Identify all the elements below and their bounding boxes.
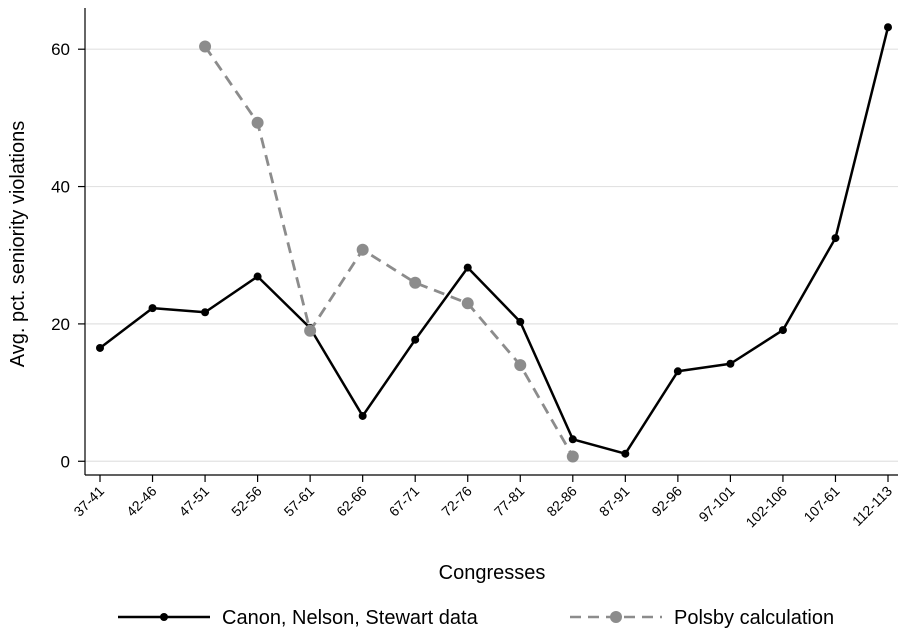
data-point-series-2: [461, 297, 474, 310]
x-tick-label: 97-101: [695, 483, 737, 525]
data-point-series-1: [621, 449, 630, 458]
x-tick-label: 72-76: [438, 483, 475, 520]
axes: [84, 8, 898, 476]
y-ticks: 0 20 40 60: [51, 40, 85, 471]
x-ticks: 37-41 42-46 47-51 52-56 57-61 62-66 67-71 72-76…: [70, 475, 895, 530]
data-point-series-1: [411, 335, 420, 344]
data-point-series-2: [304, 324, 317, 337]
data-point-series-2: [356, 243, 369, 256]
data-point-series-2: [514, 359, 527, 372]
data-point-series-1: [673, 367, 682, 376]
legend-item-series-1: Canon, Nelson, Stewart data: [118, 607, 479, 629]
data-point-series-2: [566, 450, 579, 463]
data-point-series-1: [778, 326, 787, 335]
x-tick-label: 107-61: [800, 483, 842, 525]
series-line-1: [99, 26, 890, 455]
x-tick-label: 42-46: [123, 483, 160, 520]
data-point-series-1: [726, 359, 735, 368]
data-point-series-2: [409, 276, 422, 289]
data-point-series-1: [463, 263, 472, 272]
legend-label-series-1: Canon, Nelson, Stewart data: [222, 607, 479, 629]
y-tick-label: 60: [51, 40, 70, 59]
data-point-series-1: [358, 411, 367, 420]
legend-marker-series-1: [160, 613, 168, 621]
x-tick-label: 62-66: [333, 483, 370, 520]
series-points: [96, 23, 892, 463]
x-tick-label: 52-56: [228, 483, 265, 520]
gridlines: [85, 48, 898, 462]
legend-label-series-2: Polsby calculation: [674, 607, 834, 629]
y-tick-label: 40: [51, 178, 70, 197]
x-tick-label: 67-71: [386, 483, 423, 520]
data-point-series-1: [96, 343, 104, 352]
x-tick-label: 77-81: [491, 483, 528, 520]
x-tick-label: 87-91: [596, 483, 633, 520]
legend-marker-series-2: [610, 611, 622, 623]
x-tick-label: 57-61: [281, 483, 318, 520]
data-point-series-1: [568, 435, 577, 444]
x-tick-label: 47-51: [176, 483, 213, 520]
y-axis-title: Avg. pct. seniority violations: [7, 121, 29, 367]
data-point-series-1: [253, 272, 262, 281]
data-point-series-2: [251, 116, 264, 129]
x-tick-label: 112-113: [849, 483, 895, 529]
y-tick-label: 0: [61, 452, 70, 471]
y-tick-label: 20: [51, 315, 70, 334]
x-axis-title: Congresses: [439, 562, 546, 584]
data-point-series-1: [516, 317, 525, 326]
data-point-series-1: [148, 304, 157, 313]
legend: Canon, Nelson, Stewart data Polsby calcu…: [118, 607, 834, 629]
data-point-series-1: [201, 308, 210, 317]
x-tick-label: 82-86: [543, 483, 580, 520]
series-line-2: [203, 45, 575, 458]
x-tick-label: 37-41: [70, 483, 107, 520]
series-lines: [99, 26, 890, 458]
data-point-series-2: [199, 40, 212, 53]
x-tick-label: 92-96: [648, 483, 685, 520]
data-point-series-1: [884, 23, 892, 32]
data-point-series-1: [831, 234, 840, 243]
legend-item-series-2: Polsby calculation: [570, 607, 834, 629]
x-tick-label: 102-106: [742, 483, 790, 531]
